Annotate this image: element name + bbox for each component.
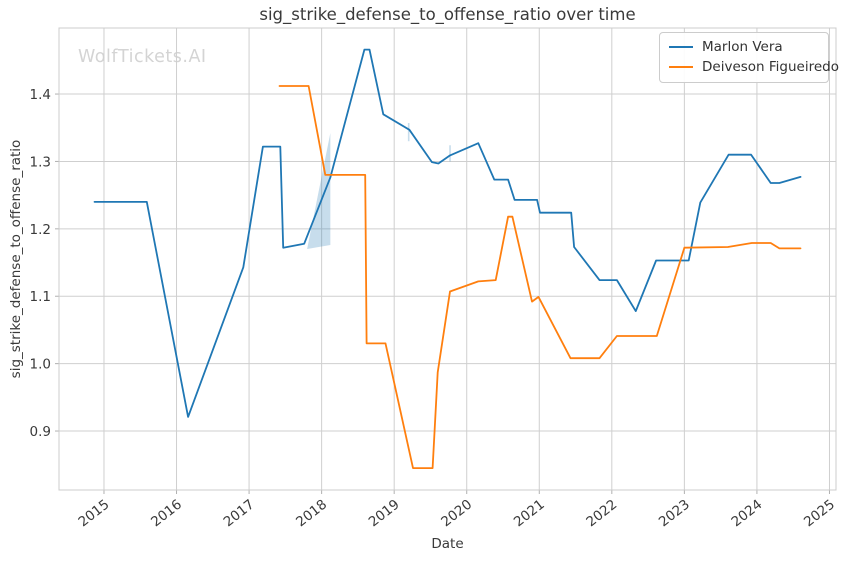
chart-title: sig_strike_defense_to_offense_ratio over… <box>259 5 636 24</box>
x-tick-label: 2019 <box>366 497 403 531</box>
plot-border <box>58 27 837 491</box>
x-tick-label: 2020 <box>438 497 475 531</box>
x-tick-label: 2022 <box>583 497 620 531</box>
legend-label: Marlon Vera <box>702 39 783 55</box>
y-tick-label: 1.1 <box>30 289 51 305</box>
watermark: WolfTickets.AI <box>78 47 207 67</box>
legend-label: Deiveson Figueiredo <box>702 59 839 75</box>
y-tick-label: 1.0 <box>30 357 51 373</box>
x-tick-label: 2023 <box>656 497 693 531</box>
y-tick-label: 1.3 <box>30 154 51 170</box>
series-line-marlon-vera <box>93 48 802 418</box>
y-tick-label: 1.2 <box>30 222 51 238</box>
y-tick-label: 1.4 <box>30 87 51 103</box>
y-tick-label: 0.9 <box>30 424 51 440</box>
legend-item: Deiveson Figueiredo <box>669 57 839 77</box>
x-tick-label: 2015 <box>76 497 113 531</box>
x-tick-label: 2024 <box>728 497 765 531</box>
legend: Marlon Vera Deiveson Figueiredo <box>659 32 839 83</box>
x-tick-label: 2021 <box>511 497 548 531</box>
confidence-band <box>307 133 331 250</box>
x-axis-label: Date <box>431 536 464 552</box>
legend-item: Marlon Vera <box>669 37 820 57</box>
legend-line-swatch-orange <box>669 66 693 68</box>
x-tick-label: 2025 <box>801 497 838 531</box>
x-tick-label: 2016 <box>148 497 185 531</box>
series-line-deiveson-figueiredo <box>278 85 802 470</box>
legend-line-swatch-blue <box>669 46 693 48</box>
x-tick-label: 2017 <box>221 497 258 531</box>
x-tick-label: 2018 <box>293 497 330 531</box>
